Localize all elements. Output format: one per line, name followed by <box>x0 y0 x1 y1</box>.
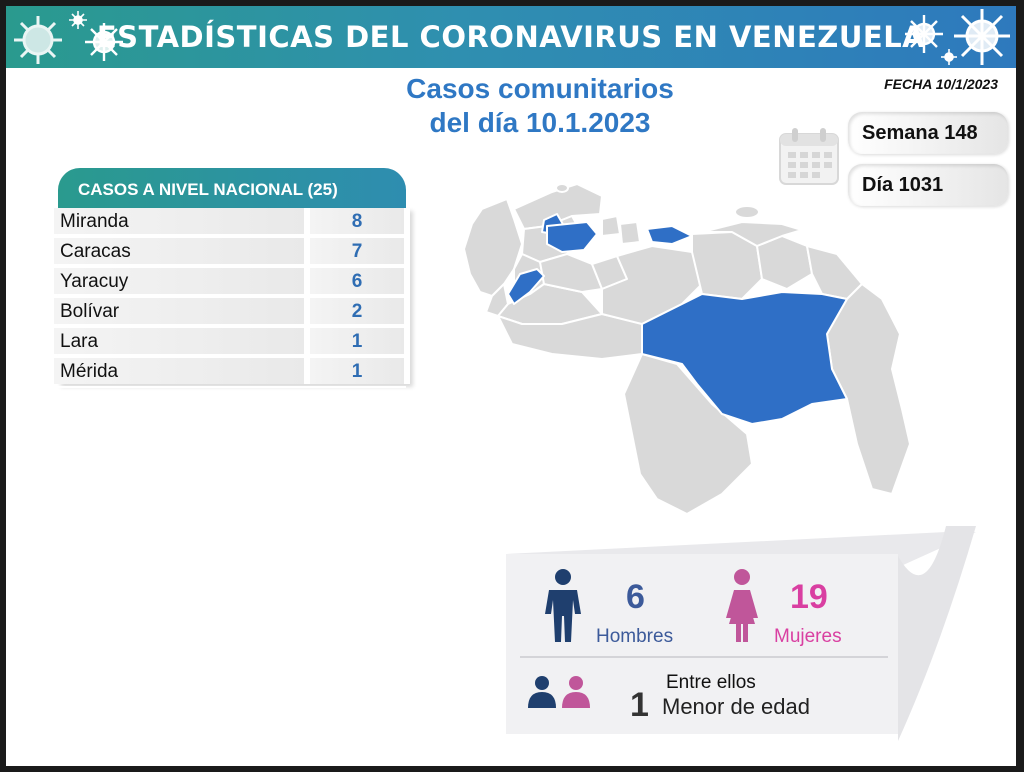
men-label: Hombres <box>596 626 674 647</box>
virus-icon <box>941 49 957 65</box>
state-cases: 1 <box>310 328 404 354</box>
map-region-carabobo <box>601 215 621 237</box>
table-row: Caracas 7 <box>54 238 406 268</box>
table-row: Bolívar 2 <box>54 298 406 328</box>
minors-label: Menor de edad <box>662 694 810 719</box>
table-row: Miranda 8 <box>54 208 406 238</box>
state-cases: 8 <box>310 208 404 234</box>
map-region-aruba <box>555 183 569 193</box>
cases-table: Miranda 8 Caracas 7 Yaracuy 6 Bolívar 2 … <box>54 208 406 388</box>
subtitle-line-2: del día 10.1.2023 <box>429 107 651 138</box>
map-region-bolivar <box>641 291 848 425</box>
state-name: Yaracuy <box>54 268 304 294</box>
subtitle: Casos comunitarios del día 10.1.2023 <box>340 72 740 140</box>
state-cases: 1 <box>310 358 404 384</box>
state-name: Bolívar <box>54 298 304 324</box>
venezuela-map <box>463 183 911 515</box>
calendar-icon <box>779 128 839 185</box>
state-cases: 2 <box>310 298 404 324</box>
week-badge: Semana 148 <box>848 112 1008 154</box>
table-row: Mérida 1 <box>54 358 406 388</box>
map-region-nueva-esparta <box>734 205 760 219</box>
map-region-amazonas <box>623 353 753 515</box>
date-label: FECHA 10/1/2023 <box>884 76 998 92</box>
title-banner: ESTADÍSTICAS DEL CORONAVIRUS EN VENEZUEL… <box>6 6 1016 68</box>
children-icon <box>528 676 590 708</box>
state-cases: 7 <box>310 238 404 264</box>
subtitle-line-1: Casos comunitarios <box>406 73 674 104</box>
map-region-lara-highlight <box>546 221 598 253</box>
state-name: Lara <box>54 328 304 354</box>
table-header: CASOS A NIVEL NACIONAL (25) <box>58 168 406 208</box>
male-icon <box>545 569 581 642</box>
banner-title: ESTADÍSTICAS DEL CORONAVIRUS EN VENEZUEL… <box>96 20 926 54</box>
women-count: 19 <box>790 578 828 616</box>
minors-count: 1 <box>630 686 649 724</box>
men-count: 6 <box>626 578 645 616</box>
table-row: Lara 1 <box>54 328 406 358</box>
map-region-sucre <box>701 221 803 247</box>
map-region-aragua <box>619 221 641 245</box>
map-region-merida <box>507 268 545 305</box>
state-name: Miranda <box>54 208 304 234</box>
map-region-caracas-miranda <box>646 225 693 245</box>
stats-divider <box>520 656 888 658</box>
virus-icon <box>905 15 943 53</box>
state-cases: 6 <box>310 268 404 294</box>
infographic: ESTADÍSTICAS DEL CORONAVIRUS EN VENEZUEL… <box>6 6 1016 766</box>
among-them-label: Entre ellos <box>666 672 756 693</box>
state-name: Mérida <box>54 358 304 384</box>
female-icon <box>726 569 758 642</box>
virus-icon <box>14 16 62 64</box>
day-badge: Día 1031 <box>848 164 1008 206</box>
virus-icon <box>69 11 87 29</box>
map-region-monagas <box>756 235 813 290</box>
state-name: Caracas <box>54 238 304 264</box>
virus-icon <box>954 9 1010 65</box>
women-label: Mujeres <box>774 626 842 647</box>
stats-panel-curl <box>898 526 976 741</box>
virus-icon <box>85 23 123 61</box>
table-row: Yaracuy 6 <box>54 268 406 298</box>
